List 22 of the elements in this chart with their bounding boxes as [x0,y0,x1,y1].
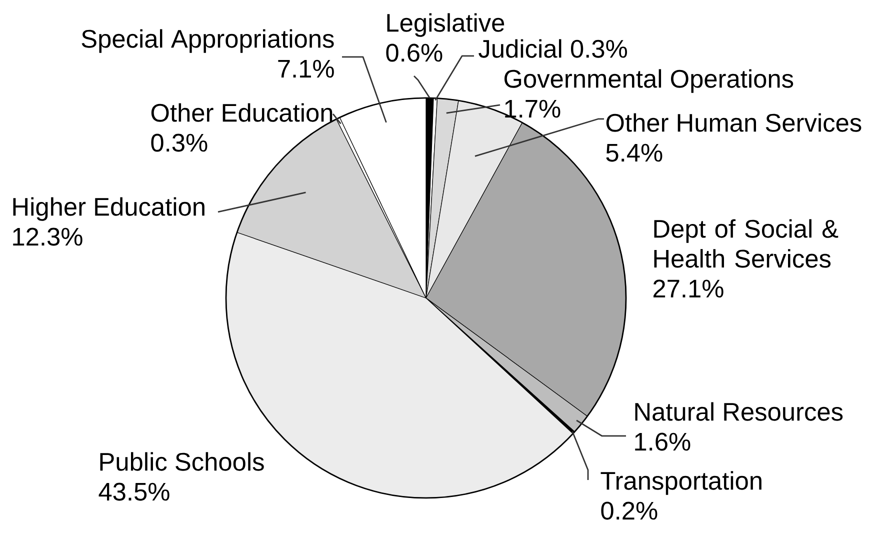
data-label: 0.3% [570,40,627,58]
slice-label: Higher Education [13,197,204,221]
data-label: 0.6% [386,44,442,62]
data-label: 7.1% [278,60,334,78]
slice-label: Natural Resources [635,402,843,421]
slice-label: Governmental Operations [504,69,794,93]
slice-label: Other Human Services [606,113,862,132]
slice-label: Public Schools [100,452,264,471]
slice-label: Legislative [387,13,504,37]
data-label: 27.1% [653,280,724,298]
slice-label: Judicial [478,39,562,58]
slice-label: Dept of Social & Health Services [654,219,838,268]
data-label: 43.5% [98,482,170,501]
slice-label: Other Education [151,103,332,122]
data-label: 12.3% [13,228,82,246]
data-label: 1.7% [505,100,560,118]
data-label: 1.6% [635,432,690,451]
slice-label: Special Appropriations [82,29,334,53]
data-label: 0.2% [601,502,658,520]
slice-label: Transportation [600,471,762,495]
data-label: 5.4% [606,144,662,162]
data-label: 0.3% [151,134,208,152]
